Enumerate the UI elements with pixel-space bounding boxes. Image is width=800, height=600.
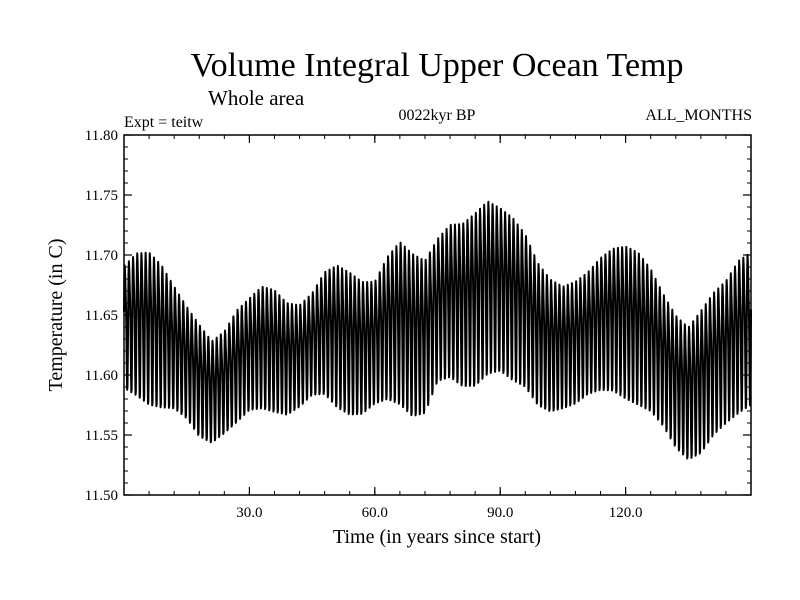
x-axis: 30.0 60.0 90.0 120.0 — [148, 135, 727, 521]
y-tick-label: 11.80 — [85, 128, 118, 144]
y-axis: 11.50 11.55 11.60 11.65 11.70 11.75 11.80 — [85, 128, 751, 504]
experiment-label: Expt = teitw — [124, 114, 204, 131]
series-line — [123, 200, 752, 460]
months-label: ALL_MONTHS — [645, 107, 752, 124]
y-axis-label: Temperature (in C) — [45, 239, 67, 392]
chart-title: Volume Integral Upper Ocean Temp — [191, 47, 684, 84]
y-tick-label: 11.50 — [85, 488, 118, 504]
x-tick-label: 30.0 — [236, 505, 262, 521]
y-tick-label: 11.75 — [85, 188, 118, 204]
x-tick-label: 60.0 — [362, 505, 388, 521]
period-label: 0022kyr BP — [399, 107, 476, 124]
chart-subtitle: Whole area — [208, 86, 305, 110]
series-layer — [123, 200, 752, 460]
x-axis-label: Time (in years since start) — [333, 526, 541, 548]
y-tick-label: 11.65 — [85, 308, 118, 324]
y-tick-label: 11.55 — [85, 428, 118, 444]
x-tick-label: 90.0 — [487, 505, 513, 521]
y-tick-label: 11.60 — [85, 368, 118, 384]
y-tick-label: 11.70 — [85, 248, 118, 264]
x-tick-label: 120.0 — [609, 505, 643, 521]
